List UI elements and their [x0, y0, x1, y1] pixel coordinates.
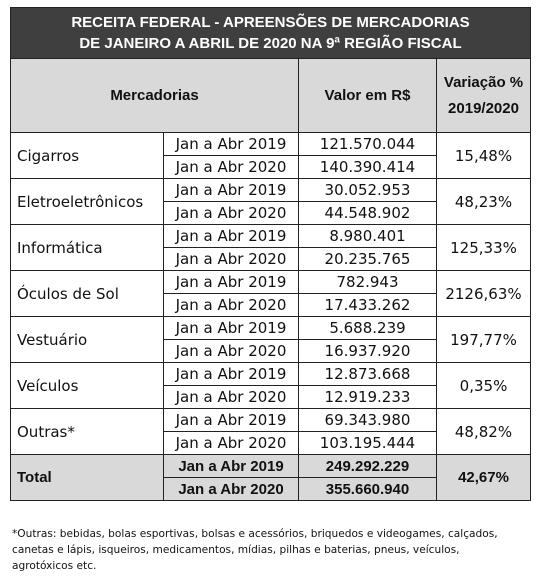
total-value-cell: 355.660.940: [298, 477, 437, 501]
period-cell: Jan a Abr 2020: [163, 201, 299, 225]
footnote-line-1: *Outras: bebidas, bolas esportivas, bols…: [12, 528, 498, 540]
value-cell: 5.688.239: [298, 316, 437, 340]
table-row: Cigarros Jan a Abr 2019 121.570.044 15,4…: [10, 132, 531, 179]
seizures-report: RECEITA FEDERAL - APREENSÕES DE MERCADOR…: [10, 7, 531, 501]
variation-cell: 197,77%: [436, 316, 531, 363]
period-cell: Jan a Abr 2019: [163, 316, 299, 340]
variation-cell: 48,23%: [436, 178, 531, 225]
period-cell: Jan a Abr 2020: [163, 339, 299, 363]
variation-cell: 0,35%: [436, 362, 531, 409]
table-row: Outras* Jan a Abr 2019 69.343.980 48,82%: [10, 408, 531, 455]
variation-cell: 15,48%: [436, 132, 531, 179]
value-cell: 44.548.902: [298, 201, 437, 225]
footnote: *Outras: bebidas, bolas esportivas, bols…: [12, 526, 532, 574]
variation-cell: 48,82%: [436, 408, 531, 455]
category-cell: Cigarros: [10, 132, 164, 179]
table-row: Óculos de Sol Jan a Abr 2019 782.943 212…: [10, 270, 531, 317]
header-variacao-line-1: Variação %: [443, 73, 524, 91]
table-row: Jan a Abr 2020 12.919.233: [11, 385, 531, 409]
category-cell: Eletroeletrônicos: [10, 178, 164, 225]
period-cell: Jan a Abr 2020: [163, 385, 299, 409]
value-cell: 17.433.262: [298, 293, 437, 317]
table-title: RECEITA FEDERAL - APREENSÕES DE MERCADOR…: [10, 7, 531, 59]
table-row: Vestuário Jan a Abr 2019 5.688.239 197,7…: [10, 316, 531, 363]
value-cell: 69.343.980: [298, 408, 437, 432]
table-row: Informática Jan a Abr 2019 8.980.401 125…: [10, 224, 531, 271]
category-cell: Veículos: [10, 362, 164, 409]
table-row: Jan a Abr 2020 103.195.444: [11, 431, 531, 455]
total-row: Jan a Abr 2020 355.660.940: [11, 477, 531, 501]
period-cell: Jan a Abr 2020: [163, 155, 299, 179]
value-cell: 20.235.765: [298, 247, 437, 271]
table-row: Eletroeletrônicos Jan a Abr 2019 30.052.…: [10, 178, 531, 225]
title-line-2: DE JANEIRO A ABRIL DE 2020 NA 9ª REGIÃO …: [79, 35, 462, 52]
total-row: Total Jan a Abr 2019 249.292.229 42,67%: [10, 454, 531, 501]
table-row: Jan a Abr 2020 20.235.765: [11, 247, 531, 271]
total-value-cell: 249.292.229: [298, 454, 437, 478]
value-cell: 30.052.953: [298, 178, 437, 202]
period-cell: Jan a Abr 2020: [163, 293, 299, 317]
total-variation-cell: 42,67%: [436, 454, 531, 501]
period-cell: Jan a Abr 2019: [163, 408, 299, 432]
category-cell: Óculos de Sol: [10, 270, 164, 317]
variation-cell: 125,33%: [436, 224, 531, 271]
period-cell: Jan a Abr 2019: [163, 178, 299, 202]
total-period-cell: Jan a Abr 2019: [163, 454, 299, 478]
period-cell: Jan a Abr 2020: [163, 247, 299, 271]
footnote-line-3: agrotóxicos etc.: [12, 560, 97, 572]
period-cell: Jan a Abr 2019: [163, 362, 299, 386]
value-cell: 121.570.044: [298, 132, 437, 156]
category-cell: Vestuário: [10, 316, 164, 363]
footnote-line-2: canetas e lápis, isqueiros, medicamentos…: [12, 544, 460, 556]
total-period-cell: Jan a Abr 2020: [163, 477, 299, 501]
header-valor: Valor em R$: [298, 58, 437, 133]
period-cell: Jan a Abr 2019: [163, 132, 299, 156]
period-cell: Jan a Abr 2019: [163, 270, 299, 294]
header-variacao: Variação % 2019/2020: [436, 58, 531, 133]
table-row: Veículos Jan a Abr 2019 12.873.668 0,35%: [10, 362, 531, 409]
header-mercadorias: Mercadorias: [10, 58, 299, 133]
value-cell: 140.390.414: [298, 155, 437, 179]
variation-cell: 2126,63%: [436, 270, 531, 317]
category-cell: Informática: [10, 224, 164, 271]
table-row: Jan a Abr 2020 140.390.414: [11, 155, 531, 179]
table-row: Jan a Abr 2020 44.548.902: [11, 201, 531, 225]
total-label: Total: [10, 454, 164, 501]
category-cell: Outras*: [10, 408, 164, 455]
value-cell: 12.873.668: [298, 362, 437, 386]
value-cell: 103.195.444: [298, 431, 437, 455]
table-row: Jan a Abr 2020 17.433.262: [11, 293, 531, 317]
table-row: Jan a Abr 2020 16.937.920: [11, 339, 531, 363]
title-line-1: RECEITA FEDERAL - APREENSÕES DE MERCADOR…: [71, 14, 470, 31]
value-cell: 12.919.233: [298, 385, 437, 409]
header-variacao-line-2: 2019/2020: [448, 99, 519, 117]
seizures-table: RECEITA FEDERAL - APREENSÕES DE MERCADOR…: [10, 7, 531, 501]
value-cell: 16.937.920: [298, 339, 437, 363]
period-cell: Jan a Abr 2020: [163, 431, 299, 455]
period-cell: Jan a Abr 2019: [163, 224, 299, 248]
value-cell: 8.980.401: [298, 224, 437, 248]
value-cell: 782.943: [298, 270, 437, 294]
